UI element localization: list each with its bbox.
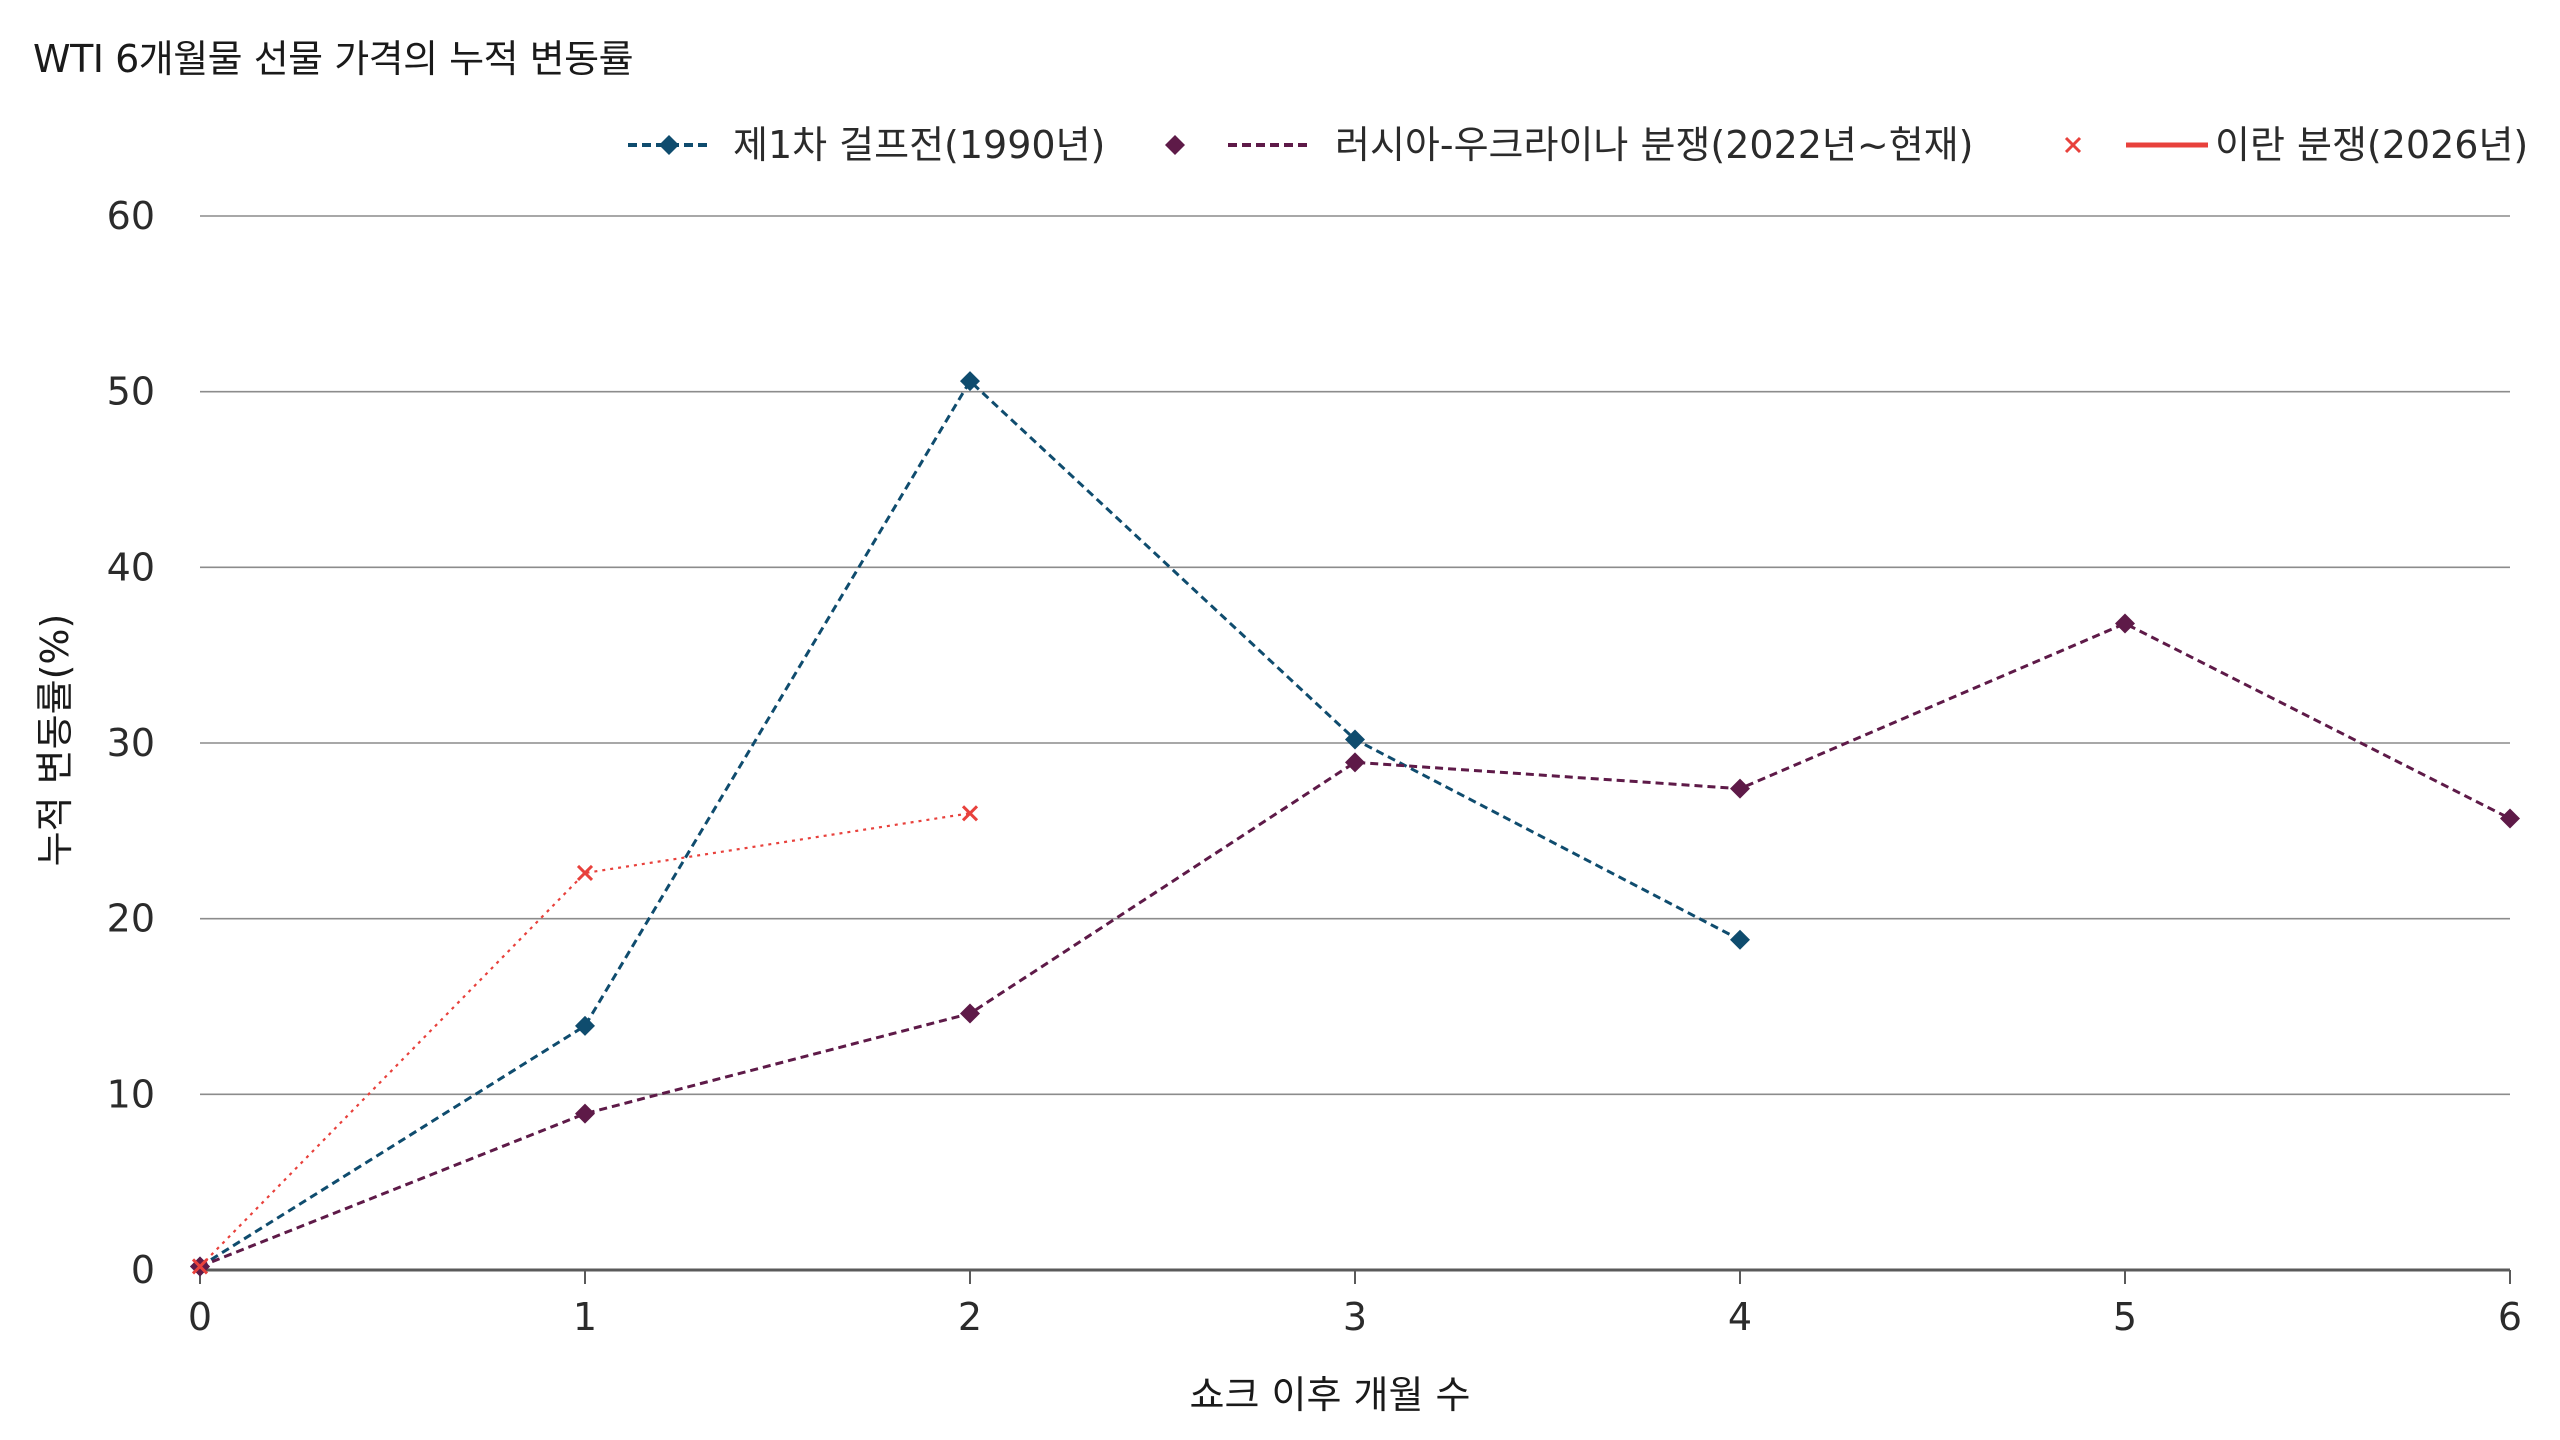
data-point bbox=[2500, 808, 2520, 829]
x-tick-label: 6 bbox=[2498, 1295, 2522, 1339]
y-tick-label: 50 bbox=[107, 370, 155, 414]
y-tick-label: 40 bbox=[107, 545, 155, 589]
legend-label: 러시아-우크라이나 분쟁(2022년~현재) bbox=[1335, 123, 1973, 167]
x-tick-label: 1 bbox=[573, 1295, 597, 1339]
legend-marker bbox=[1165, 135, 1185, 155]
data-point bbox=[2115, 613, 2135, 634]
series-line bbox=[199, 812, 971, 1268]
x-axis-title: 쇼크 이후 개월 수 bbox=[1190, 1373, 1471, 1417]
y-tick-label: 20 bbox=[107, 897, 155, 941]
legend-item-1: 제1차 걸프전(1990년) bbox=[628, 123, 1105, 167]
legend-marker bbox=[659, 135, 679, 155]
x-tick-label: 3 bbox=[1343, 1295, 1367, 1339]
data-point bbox=[1730, 778, 1750, 799]
data-point bbox=[1345, 752, 1365, 773]
data-point bbox=[576, 864, 594, 882]
x-tick-label: 4 bbox=[1728, 1295, 1752, 1339]
series-1 bbox=[190, 371, 1750, 1277]
data-point bbox=[960, 371, 980, 392]
x-axis-ticks: 0 1 2 3 4 5 6 bbox=[188, 1270, 2522, 1339]
legend-label: 이란 분쟁(2026년) bbox=[2215, 123, 2528, 167]
data-point bbox=[1730, 929, 1750, 950]
data-point bbox=[961, 805, 979, 822]
x-tick-label: 0 bbox=[188, 1295, 212, 1339]
series-layer bbox=[190, 371, 2520, 1277]
legend-item-2: 러시아-우크라이나 분쟁(2022년~현재) bbox=[1165, 123, 1973, 167]
data-point bbox=[191, 1258, 209, 1275]
legend-item-3: 이란 분쟁(2026년) bbox=[2064, 123, 2528, 167]
legend: 제1차 걸프전(1990년) 러시아-우크라이나 분쟁(2022년~현재) 이란 분… bbox=[628, 123, 2528, 167]
data-point bbox=[575, 1015, 595, 1036]
series-2 bbox=[190, 613, 2520, 1277]
y-tick-label: 0 bbox=[131, 1248, 155, 1292]
series-line bbox=[199, 378, 1741, 1268]
y-axis-title: 누적 변동률(%) bbox=[33, 614, 77, 867]
x-tick-label: 2 bbox=[958, 1295, 982, 1339]
y-axis-ticks: 0 10 20 30 40 50 60 bbox=[107, 194, 155, 1292]
data-point bbox=[575, 1103, 595, 1124]
data-point bbox=[960, 1003, 980, 1024]
data-point bbox=[1345, 729, 1365, 750]
y-tick-label: 60 bbox=[107, 194, 155, 238]
y-tick-label: 10 bbox=[107, 1072, 155, 1116]
series-3 bbox=[191, 805, 979, 1275]
x-tick-label: 5 bbox=[2113, 1295, 2137, 1339]
legend-marker bbox=[2064, 136, 2082, 154]
legend-label: 제1차 걸프전(1990년) bbox=[733, 123, 1105, 167]
y-tick-label: 30 bbox=[107, 721, 155, 765]
chart-title: WTI 6개월물 선물 가격의 누적 변동률 bbox=[33, 37, 634, 81]
series-line bbox=[199, 621, 2511, 1268]
